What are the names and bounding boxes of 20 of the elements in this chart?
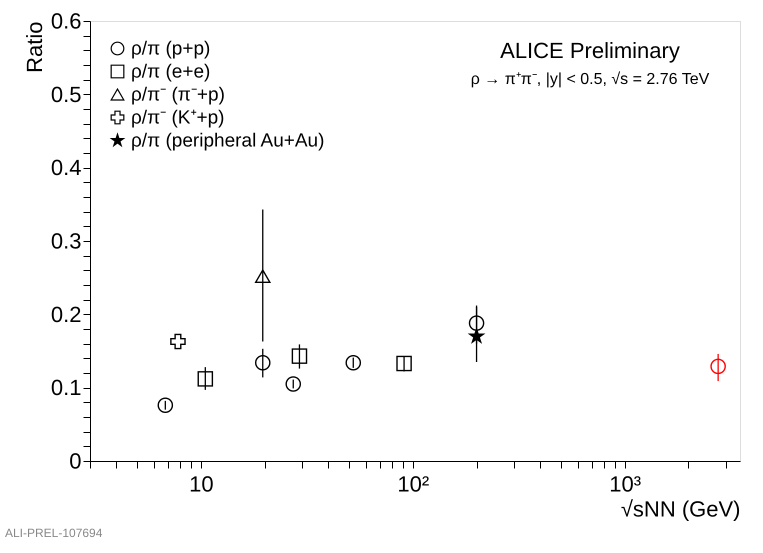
legend-label: ρ/π (p+p) <box>131 38 210 60</box>
legend-label: ρ/π (peripheral Au+Au) <box>131 130 324 152</box>
y-tick-label: 0.5 <box>50 82 82 107</box>
legend-label: ρ/π⁻ (π⁻+p) <box>131 84 225 106</box>
y-axis-title: Ratio <box>22 22 47 73</box>
y-tick-label: 0.2 <box>50 302 82 327</box>
text: ALI-PREL-107694 <box>5 526 103 540</box>
legend-label: ρ/π⁻ (K⁺+p) <box>131 108 224 128</box>
legend-label: ρ/π (e+e) <box>131 62 210 82</box>
y-tick-label: 0.3 <box>50 228 82 254</box>
y-tick-label: 0 <box>69 448 82 474</box>
y-tick-label: 0.4 <box>50 155 82 180</box>
x-axis-title: √sNN (GeV) <box>620 496 740 522</box>
x-tick-label: 10² <box>397 472 430 496</box>
annotation: ALICE Preliminary <box>500 38 680 63</box>
y-tick-label: 0.6 <box>50 8 82 34</box>
y-tick-label: 0.1 <box>50 375 82 400</box>
x-tick-label: 10 <box>189 472 214 496</box>
x-tick-label: 10³ <box>609 472 642 496</box>
annotation: ρ → π⁺π⁻, |y| < 0.5, √s = 2.76 TeV <box>470 71 710 88</box>
